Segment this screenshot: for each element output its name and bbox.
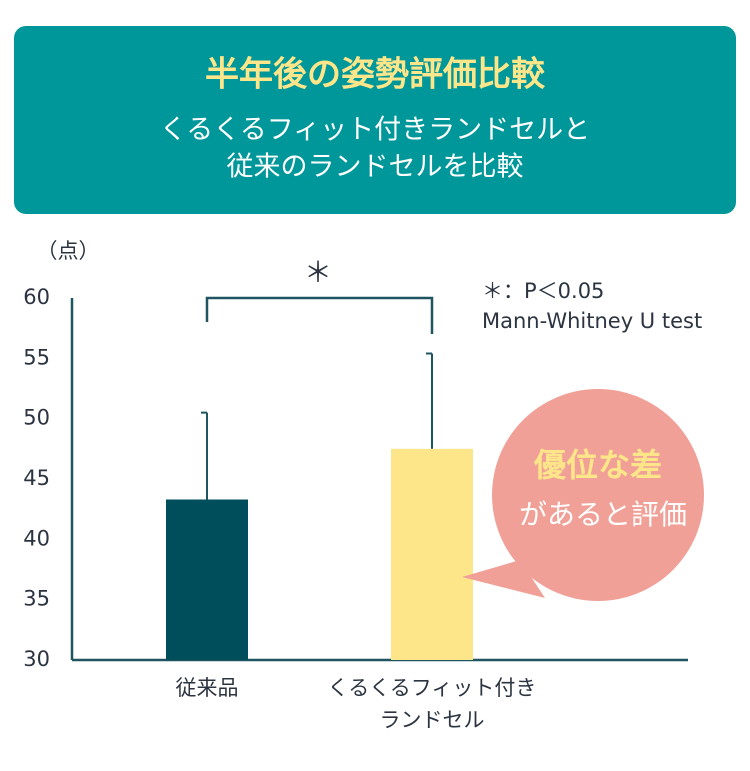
y-tick-label: 50	[23, 406, 50, 430]
plot: 30 35 40 45 50 55 60	[23, 285, 688, 671]
y-axis-label: （点）	[37, 239, 100, 263]
y-tick-label: 40	[23, 526, 50, 550]
x-tick-label: 従来品	[175, 676, 239, 700]
bar	[391, 448, 473, 660]
significance-bracket	[205, 296, 434, 334]
note: Mann-Whitney U test	[482, 309, 702, 333]
note: ＊：P＜0.05	[482, 279, 604, 303]
y-tick-label: 35	[23, 587, 50, 611]
y-tick-label: 30	[23, 647, 50, 671]
y-tick-label: 55	[23, 345, 50, 369]
chart-title: 半年後の姿勢評価比較	[205, 55, 546, 95]
subtitle: 従来のランドセルを比較	[227, 152, 524, 183]
callout	[492, 389, 704, 601]
y-tick-label: 60	[23, 285, 50, 309]
callout-text: 優位な差	[533, 446, 662, 484]
header	[14, 26, 736, 214]
y-tick-label: 45	[23, 466, 50, 490]
x-tick-label: くるくるフィット付き ランドセル	[327, 676, 537, 732]
callout-text: があると評価	[519, 498, 687, 531]
subtitle: くるくるフィット付きランドセルと	[160, 115, 590, 146]
bar	[166, 499, 248, 660]
significance-mark: ＊	[304, 256, 332, 289]
